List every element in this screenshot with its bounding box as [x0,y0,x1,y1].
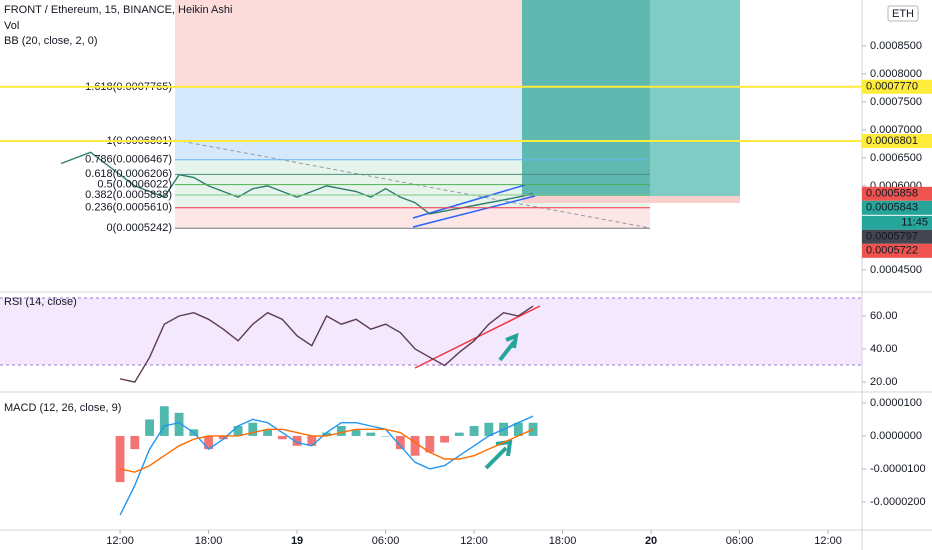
histogram-bar [145,419,154,436]
series-line [119,305,534,383]
x-tick-label: 06:00 [726,535,754,547]
price-badge-label: 0.0007770 [866,81,918,93]
histogram-bar [366,432,376,436]
x-tick-label: 18:00 [549,535,577,547]
fib-label: 0.786(0.0006467) [85,154,172,166]
channel-line [412,184,526,219]
histogram-bar [248,422,258,436]
histogram-bar [159,406,169,436]
stop-zone [175,0,522,88]
currency-badge [887,5,919,22]
arrow [498,332,519,362]
y-tick-label: -0.0000200 [870,496,926,508]
y-tick-label: 0.0008000 [870,68,922,80]
histogram-bar [336,426,346,436]
series-line [60,151,534,215]
x-tick-label: 06:00 [372,535,400,547]
histogram-bar [277,435,287,440]
histogram-bar [469,426,479,436]
stop-zone [522,196,740,203]
price-badge-label: 0.0006801 [866,135,918,147]
y-tick-label: 0.0007500 [870,96,922,108]
x-tick-label: 19 [291,535,303,547]
fib-label: 0(0.0005242) [107,222,172,234]
y-tick-label: 0.0000000 [870,430,922,442]
histogram-bar [454,432,464,436]
countdown-badge [862,215,932,230]
y-tick-label: -0.0000100 [870,463,926,475]
pane-title: MACD (12, 26, close, 9) [4,402,121,414]
x-tick-label: 12:00 [814,535,842,547]
histogram-bar [233,426,243,436]
price-badge [862,186,932,201]
histogram-bar [351,429,361,436]
y-tick-label: 0.0007000 [870,124,922,136]
series-line [119,415,534,516]
price-badge-label: 0.0005722 [866,245,918,257]
price-badge [862,200,932,215]
currency: ETH [892,8,914,20]
price-badge-label: 0.0005858 [866,188,918,200]
indicator-label: Vol [4,20,19,32]
price-badge-label: 0.0005797 [866,231,918,243]
histogram-bar [263,429,272,436]
x-tick-label: 18:00 [195,535,223,547]
y-tick-label: 40.00 [870,343,898,355]
price-badge-label: 0.0005843 [866,202,918,214]
histogram-bar [440,435,449,443]
fib-label: 0.236(0.0005610) [85,202,172,214]
channel-line [412,195,536,228]
price-badge [862,229,932,244]
histogram-bar [174,412,184,436]
target-zone [522,0,650,196]
y-tick-label: 0.0004500 [870,264,922,276]
histogram-bar [381,435,390,437]
histogram-bar [115,435,125,483]
countdown: 11:45 [901,217,928,229]
histogram-bar [425,435,435,453]
price-badge [862,243,932,258]
trend-line [174,139,651,229]
rsi-band [0,298,862,365]
x-tick-label: 20 [645,535,657,547]
y-tick-label: 0.0000100 [870,397,922,409]
price-badge [862,79,932,94]
target-zone [650,0,740,196]
histogram-bar [322,432,331,436]
histogram-bar [395,435,405,450]
histogram-bar [218,435,228,440]
fib-label: 0.5(0.0006022) [97,179,172,191]
y-tick-label: 0.0008500 [870,40,922,52]
x-tick-label: 12:00 [460,535,488,547]
y-tick-label: 60.00 [870,310,898,322]
histogram-bar [410,435,420,456]
histogram-bar [292,435,302,446]
series-line [119,428,534,473]
y-tick-label: 0.0006500 [870,152,922,164]
histogram-bar [307,435,317,446]
pane-title: RSI (14, close) [4,296,77,308]
histogram-bar [513,422,523,436]
fib-label: 0.618(0.0006206) [85,168,172,180]
histogram-bar [130,435,140,450]
fib-label: 0.382(0.0005838) [85,189,172,201]
x-tick-label: 12:00 [106,535,134,547]
price-badge [862,134,932,149]
fib-zone [175,88,522,160]
chart-title: FRONT / Ethereum, 15, BINANCE, Heikin As… [4,4,232,16]
histogram-bar [484,422,494,436]
y-tick-label: 20.00 [870,376,898,388]
indicator-label: BB (20, close, 2, 0) [4,35,98,47]
histogram-bar [204,435,213,450]
fib-zone [175,208,650,228]
